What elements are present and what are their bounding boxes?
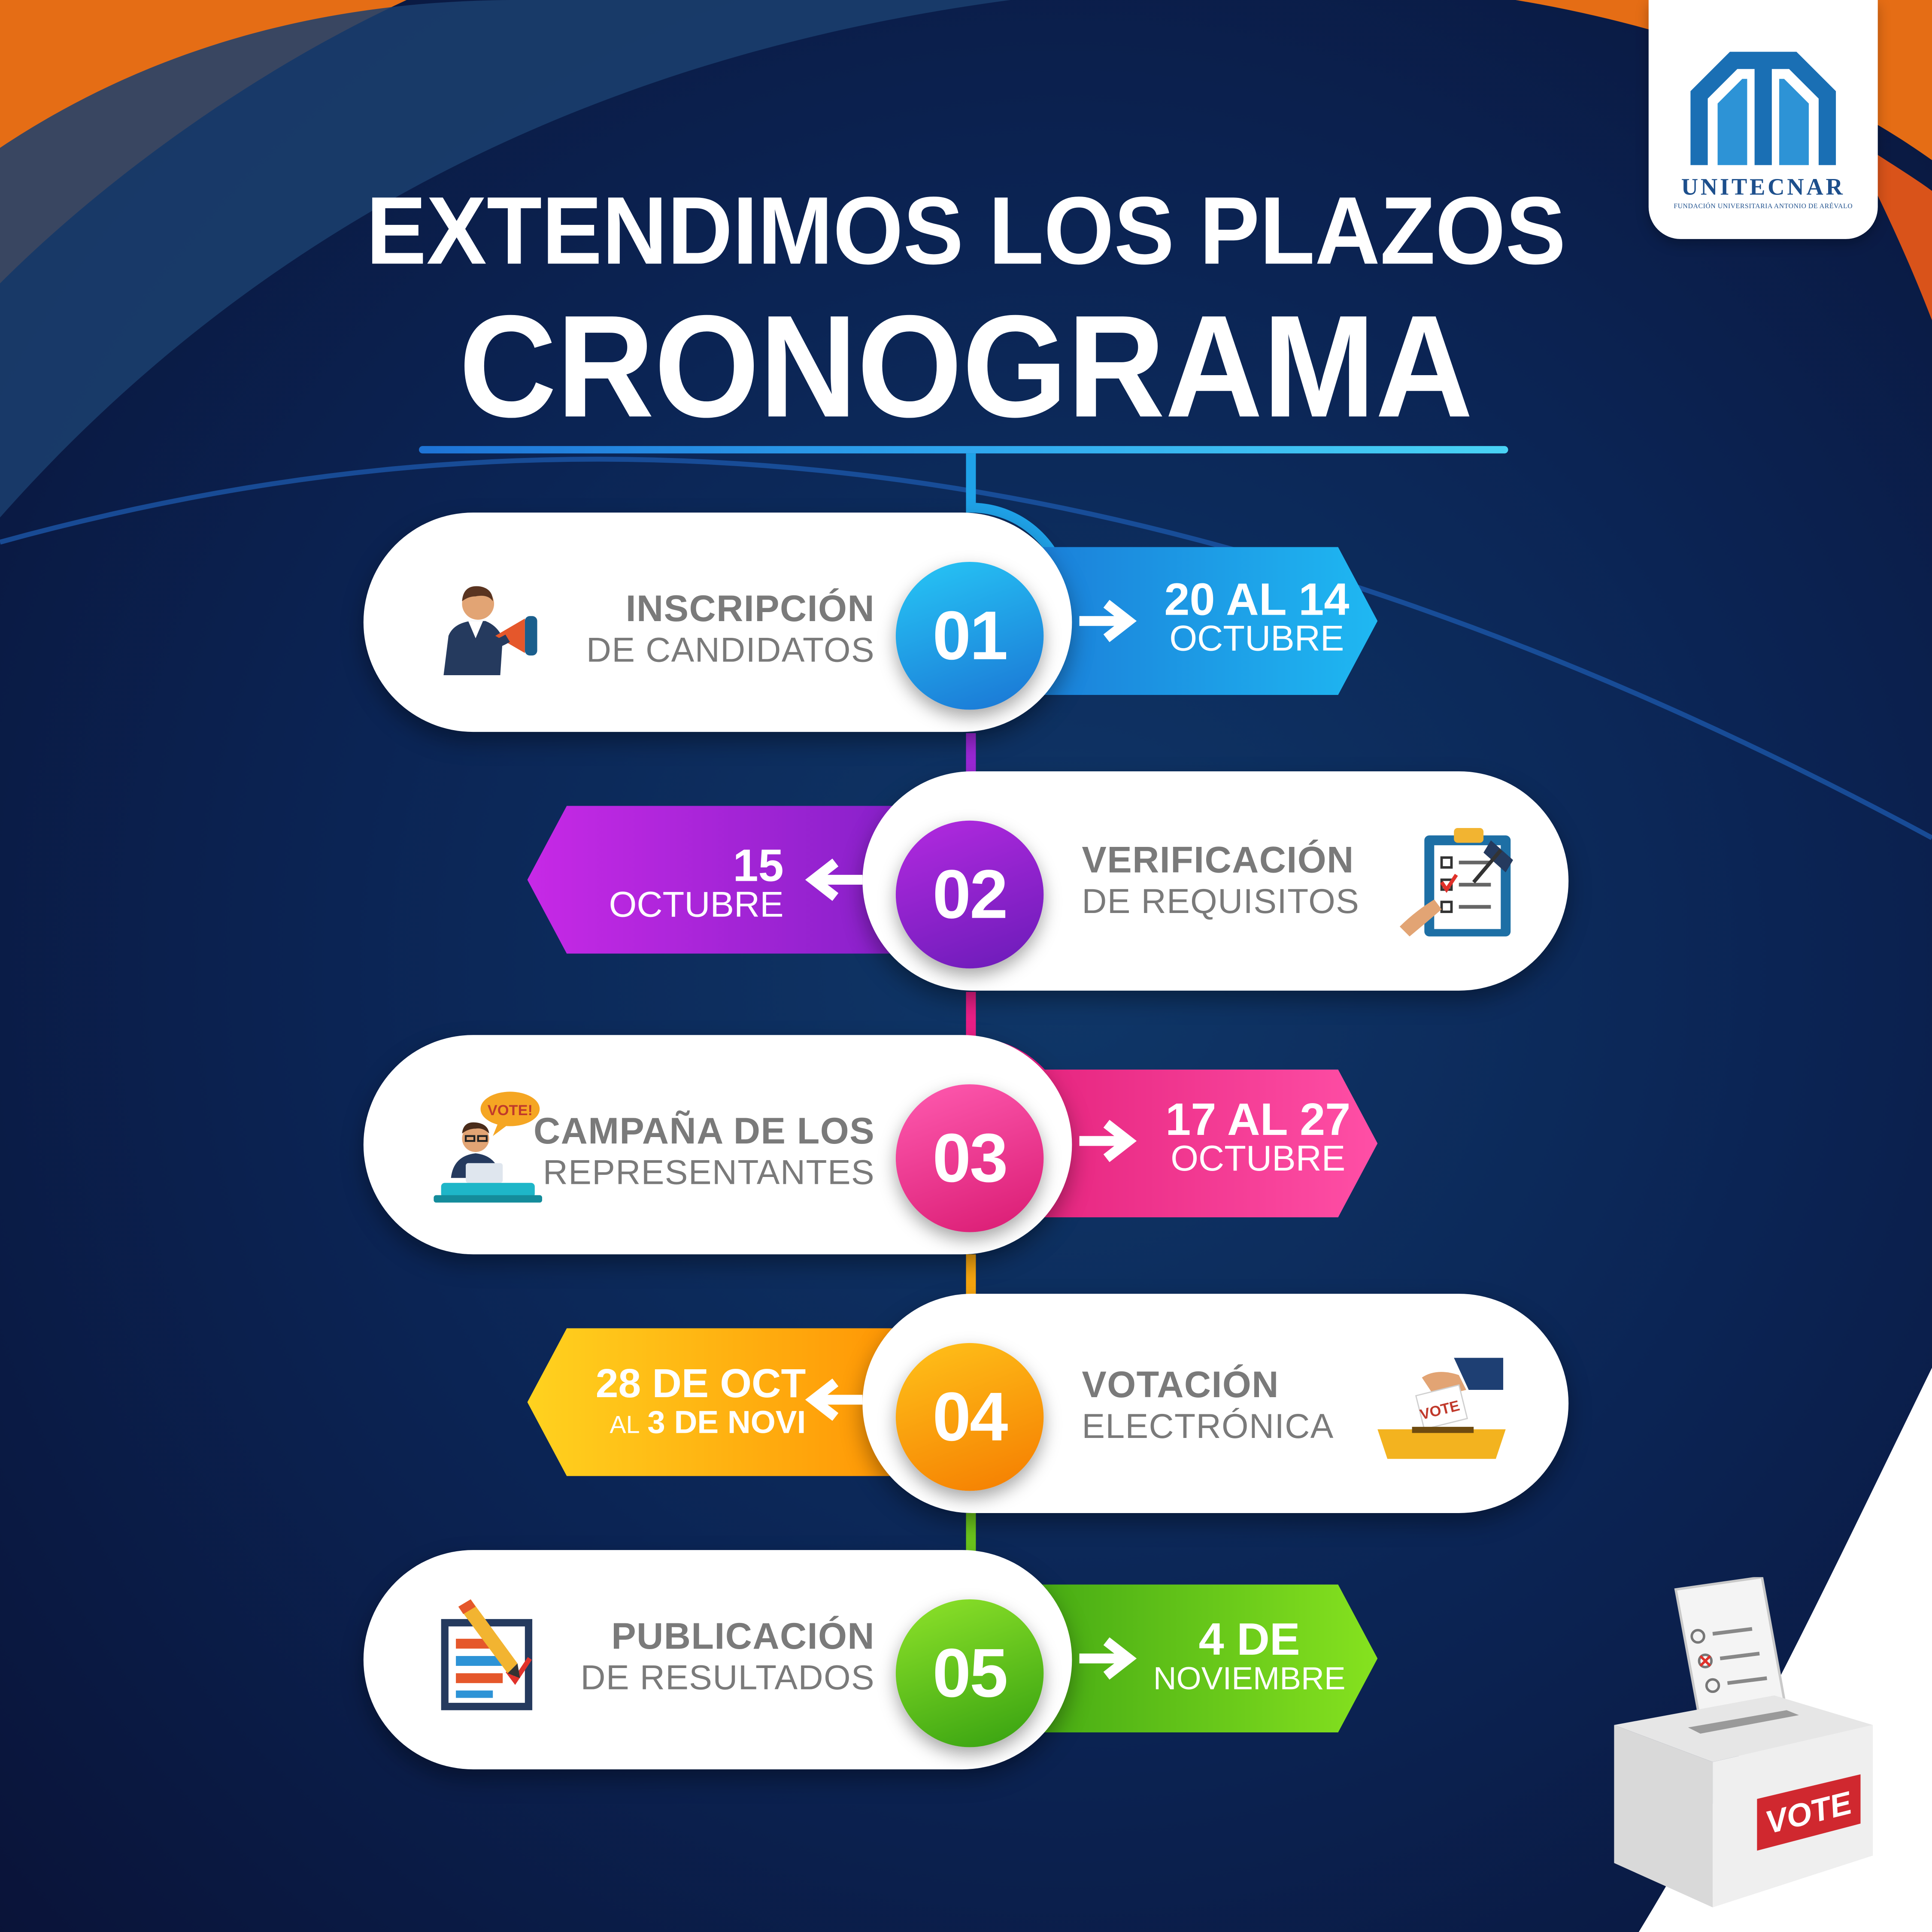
title-line-2: CRONOGRAMA bbox=[459, 285, 1473, 449]
step-date-sub-01: OCTUBRE bbox=[1169, 619, 1344, 659]
step-label-01: INSCRIPCIÓN DE CANDIDATOS bbox=[468, 591, 875, 668]
step-date-main-02: 15 bbox=[733, 840, 784, 891]
step-date-sub-04: AL 3 DE NOVI bbox=[559, 1406, 806, 1438]
step-label-02: VERIFICACIÓN DE REQUISITOS bbox=[1082, 840, 1488, 921]
arrow-right-icon bbox=[1079, 600, 1137, 643]
step-date-main-05: 4 DE bbox=[1198, 1614, 1300, 1665]
step-label-rest-02: DE REQUISITOS bbox=[1082, 882, 1360, 921]
arrow-right-icon bbox=[1079, 1119, 1137, 1162]
unitecnar-emblem-icon bbox=[1690, 52, 1836, 165]
clipboard-checklist-icon bbox=[1399, 828, 1513, 937]
results-document-icon bbox=[441, 1599, 533, 1711]
step-date-05: 4 DE NOVIEMBRE bbox=[1141, 1617, 1358, 1694]
step-label-rest-05: DE RESULTADOS bbox=[580, 1658, 875, 1697]
unitecnar-logo: UNITECNAR FUNDACIÓN UNIVERSITARIA ANTONI… bbox=[1648, 0, 1878, 239]
step-date-main-03: 17 AL 27 bbox=[1165, 1094, 1351, 1145]
step-date-sub-03: OCTUBRE bbox=[1171, 1140, 1346, 1180]
step-number-02: 02 bbox=[932, 855, 1008, 933]
step-label-03: CAMPAÑA DE LOS REPRESENTANTES bbox=[468, 1111, 875, 1192]
step-label-rest-03: REPRESENTANTES bbox=[543, 1153, 875, 1192]
ballot-box-hand-icon: VOTE bbox=[1377, 1358, 1506, 1459]
step-number-03: 03 bbox=[932, 1119, 1008, 1197]
vote-bubble-text: VOTE! bbox=[488, 1102, 533, 1119]
step-date-01: 20 AL 14 OCTUBRE bbox=[1146, 576, 1368, 658]
step-number-circle-05: 05 bbox=[895, 1599, 1044, 1747]
logo-subtitle: FUNDACIÓN UNIVERSITARIA ANTONIO DE ARÉVA… bbox=[1674, 203, 1853, 211]
step-date-sub-05: NOVIEMBRE bbox=[1153, 1659, 1346, 1697]
step-date-main-04: 28 DE OCT bbox=[595, 1360, 806, 1406]
step-date-04: 28 DE OCT AL 3 DE NOVI bbox=[559, 1363, 806, 1438]
arrow-right-icon bbox=[1079, 1637, 1137, 1680]
title-line-1: EXTENDIMOS LOS PLAZOS bbox=[366, 176, 1566, 285]
megaphone-speaker-icon bbox=[443, 586, 537, 676]
logo-name: UNITECNAR bbox=[1681, 175, 1845, 201]
step-date-02: 15 OCTUBRE bbox=[579, 843, 813, 924]
step-label-bold-02: VERIFICACIÓN bbox=[1082, 840, 1354, 881]
ballot-box-icon: VOTE bbox=[1614, 1577, 1873, 1908]
step-label-rest-01: DE CANDIDATOS bbox=[586, 631, 875, 669]
title-divider bbox=[419, 446, 1508, 454]
step-number-circle-03: 03 bbox=[895, 1084, 1044, 1232]
step-label-bold-05: PUBLICACIÓN bbox=[611, 1617, 875, 1657]
arrow-left-icon bbox=[805, 1378, 863, 1421]
step-number-circle-02: 02 bbox=[895, 820, 1044, 969]
step-label-04: VOTACIÓN ELECTRÓNICA bbox=[1082, 1365, 1488, 1446]
step-date-sub-small-04: AL bbox=[610, 1412, 640, 1439]
step-number-01: 01 bbox=[932, 596, 1008, 674]
step-number-05: 05 bbox=[932, 1634, 1008, 1712]
step-date-sub-02: OCTUBRE bbox=[609, 886, 784, 925]
step-date-sub-bold-04: 3 DE NOVI bbox=[647, 1403, 806, 1441]
step-number-04: 04 bbox=[932, 1377, 1008, 1456]
step-label-05: PUBLICACIÓN DE RESULTADOS bbox=[468, 1617, 875, 1697]
step-label-bold-04: VOTACIÓN bbox=[1082, 1365, 1279, 1406]
step-label-bold-01: INSCRIPCIÓN bbox=[625, 589, 875, 630]
step-date-03: 17 AL 27 OCTUBRE bbox=[1141, 1097, 1375, 1178]
step-number-circle-04: 04 bbox=[895, 1343, 1044, 1491]
arrow-left-icon bbox=[805, 858, 863, 901]
speaker-podium-icon: VOTE! bbox=[434, 1092, 543, 1203]
step-label-bold-03: CAMPAÑA DE LOS bbox=[533, 1111, 875, 1152]
step-label-rest-04: ELECTRÓNICA bbox=[1082, 1407, 1334, 1446]
step-date-main-01: 20 AL 14 bbox=[1164, 574, 1350, 625]
step-number-circle-01: 01 bbox=[895, 561, 1044, 710]
